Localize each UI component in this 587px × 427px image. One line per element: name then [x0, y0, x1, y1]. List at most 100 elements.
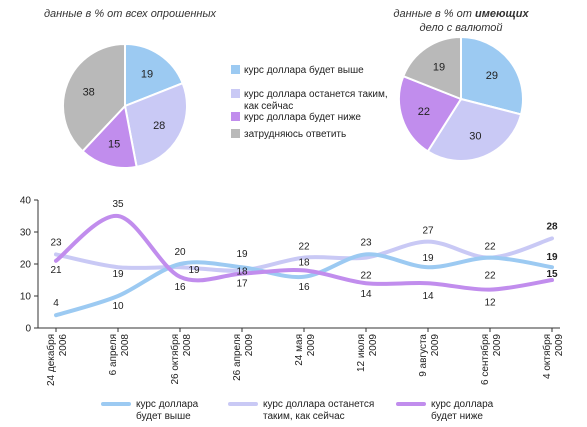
pie-charts: данные в % от всех опрошенных19281538дан… [44, 8, 529, 169]
pie-slice-higher [124, 42, 184, 108]
data-label-same: 22 [360, 271, 372, 282]
data-label-lower: 17 [236, 279, 248, 290]
data-label-same: 18 [236, 266, 248, 277]
x-tick-label-line1: 24 декабря [45, 334, 57, 386]
data-label-higher: 22 [484, 242, 496, 253]
legend-item-higher: курс доллара будет выше [231, 64, 364, 76]
x-tick-label-line2: 2009 [244, 334, 255, 357]
pie-chart-2: данные в % от имеющих дело с валютой 29 30 2… [393, 8, 529, 162]
y-tick-label: 20 [20, 260, 32, 271]
legend-label: курс доллара [431, 399, 494, 410]
pie-slice-same [426, 97, 523, 162]
data-label-lower: 14 [422, 291, 434, 302]
pie-slice-label: 22 [418, 106, 430, 118]
legend-label: курс доллара будет ниже [244, 111, 361, 123]
data-label-same: 28 [546, 221, 558, 232]
x-tick-label: 24 мая 2009 [294, 334, 317, 366]
legend-swatch [231, 129, 240, 138]
data-label-higher: 16 [298, 282, 310, 293]
legend-label: будет выше [136, 410, 191, 422]
x-tick-label: 9 августа 2009 [418, 334, 441, 377]
pie-slice-label: 19 [141, 69, 153, 81]
x-tick-label-line2: 2006 [58, 334, 69, 357]
data-label-lower: 16 [174, 282, 186, 293]
x-tick-label-line2: 2008 [182, 334, 193, 357]
data-label-same: 19 [112, 269, 124, 280]
pie-slice-lower [81, 103, 138, 169]
series-line-higher [54, 252, 554, 318]
x-tick-label-line1: 24 мая [294, 334, 305, 366]
x-tick-label: 6 сентября 2009 [479, 334, 503, 385]
pie-slice-same [123, 81, 188, 169]
data-label-higher: 20 [174, 247, 186, 258]
y-tick-label: 40 [20, 196, 32, 207]
pie-slice-label: 28 [153, 120, 165, 132]
legend-item-lower: курс доллара будет ниже [231, 111, 361, 123]
legend-label: как сейчас [244, 101, 293, 112]
legend-label: таким, как сейчас [263, 411, 345, 422]
data-label-higher: 19 [546, 252, 558, 263]
x-tick-label: 12 июля 2009 [356, 334, 379, 372]
x-tick-label: 26 апреля 2009 [232, 334, 255, 381]
data-label-higher: 4 [53, 298, 59, 309]
pie-slice-undecided [402, 35, 462, 101]
legend-item-undecided: затрудняюсь ответить [231, 129, 346, 140]
data-label-same: 22 [298, 242, 310, 253]
x-tick-label-line1: 6 сентября [479, 334, 491, 385]
line-chart: 0 10 20 30 40 24 декабря 2006 6 апреля 2008 26 ок… [20, 196, 565, 387]
data-label-higher: 10 [112, 301, 124, 312]
legend-label: курс доллара [136, 399, 199, 410]
data-label-same: 27 [422, 226, 434, 237]
pie-slice-label: 38 [83, 87, 95, 99]
legend-swatch [231, 89, 240, 98]
legend-item-same: курс доллара останется таким,как сейчас [231, 89, 388, 112]
pie-chart-1: данные в % от всех опрошенных 19 28 15 38 [44, 8, 217, 169]
x-tick-label-line1: 26 октября [169, 334, 181, 385]
pie-slice-label: 15 [108, 139, 120, 151]
data-label-lower: 18 [298, 257, 310, 268]
legend-label: курс доллара будет выше [244, 64, 364, 76]
data-label-lower: 15 [546, 269, 558, 280]
pie-slice-label: 19 [433, 62, 445, 74]
x-tick-label-line2: 2009 [554, 334, 565, 357]
x-tick-label-line2: 2009 [430, 334, 441, 357]
pie-title: данные в % от всех опрошенных [44, 8, 217, 20]
x-tick-label: 26 октября 2008 [169, 334, 193, 385]
series-line-lower [54, 213, 554, 292]
legend-label: курс доллара останется [263, 399, 374, 410]
y-tick-label: 0 [25, 324, 31, 335]
x-tick-label-line2: 2009 [368, 334, 379, 357]
x-tick-label-line1: 26 апреля [232, 334, 243, 381]
data-label-higher: 19 [236, 249, 248, 260]
x-tick-label-line2: 2008 [120, 334, 131, 357]
data-label-higher: 23 [360, 237, 372, 248]
pie-legend: курс доллара будет выше курс доллара оста… [231, 64, 388, 140]
x-tick-label: 4 октября 2009 [541, 334, 565, 379]
legend-label: курс доллара останется таким, [244, 89, 388, 100]
legend-label: будет ниже [431, 410, 483, 422]
pie-slice-label: 30 [469, 130, 481, 142]
data-label-lower: 14 [360, 289, 372, 300]
pie-title-line2: дело с валютой [419, 22, 502, 34]
pie-title: данные в % от имеющих [393, 8, 529, 20]
legend-label: затрудняюсь ответить [244, 129, 346, 140]
x-tick-label-line1: 4 октября [541, 334, 553, 379]
pie-slice-undecided [62, 42, 126, 153]
data-label-same: 22 [484, 271, 496, 282]
data-label-lower: 12 [484, 298, 496, 309]
pie-slice-label: 29 [486, 70, 498, 82]
x-tick-label-line2: 2009 [492, 334, 503, 357]
data-label-same: 23 [50, 237, 62, 248]
data-label-same: 19 [188, 265, 200, 276]
legend-swatch [231, 65, 240, 74]
x-tick-label-line2: 2009 [306, 334, 317, 357]
y-tick-label: 30 [20, 228, 32, 239]
x-tick-label: 6 апреля 2008 [108, 334, 131, 376]
y-tick-label: 10 [20, 292, 32, 303]
pie-slice-higher [460, 35, 524, 116]
x-tick-label: 24 декабря 2006 [45, 334, 69, 386]
